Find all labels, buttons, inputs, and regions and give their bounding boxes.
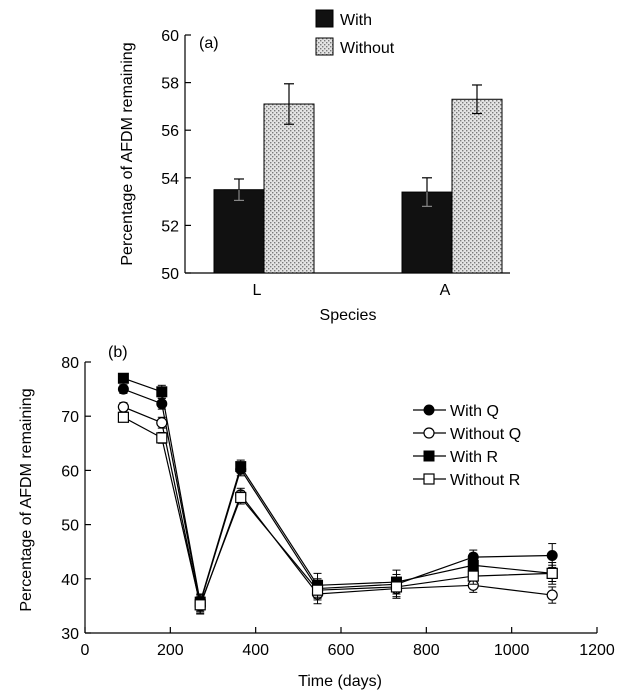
panel-a-legend-swatch <box>315 37 334 56</box>
panel-b-data-point <box>156 432 168 444</box>
panel-b-data-point <box>194 599 206 611</box>
panel-a-y-axis-title: Percentage of AFDM remaining <box>119 42 136 265</box>
panel-b-y-tick-label: 40 <box>61 572 79 589</box>
panel-a-plot: 50 52 54 56 58 60 L A <box>161 28 510 299</box>
panel-b-legend-marker <box>423 404 435 416</box>
panel-b-data-point <box>235 491 247 504</box>
panel-a-y-tick-label: 58 <box>161 76 179 93</box>
panel-b-legend-label: With Q <box>450 403 499 420</box>
panel-a-bar <box>451 98 503 274</box>
panel-b-x-tick-label: 1200 <box>579 642 615 659</box>
panel-b-data-point <box>156 386 168 398</box>
panel-b-legend-marker <box>423 427 435 439</box>
panel-b-data-point <box>117 372 129 384</box>
panel-a-legend-label: With <box>340 12 372 29</box>
panel-a-x-tick-label: A <box>440 282 451 299</box>
panel-b-data-point <box>467 570 479 582</box>
panel-b-data-point <box>117 383 129 395</box>
panel-b-label: (b) <box>108 344 128 361</box>
panel-b-data-point <box>156 398 168 410</box>
panel-a-legend-swatch <box>315 9 334 28</box>
panel-b-data-point <box>311 584 324 596</box>
panel-b-series <box>117 411 558 614</box>
panel-b-x-tick-label: 600 <box>328 642 355 659</box>
panel-b-y-tick-label: 50 <box>61 518 79 535</box>
panel-a-legend-label: Without <box>340 40 395 57</box>
panel-b-y-tick-label: 30 <box>61 626 79 643</box>
panel-a-label: (a) <box>199 35 219 52</box>
panel-b-x-tick-label: 800 <box>413 642 440 659</box>
panel-b-legend-marker <box>423 450 435 462</box>
panel-b-x-tick-label: 200 <box>157 642 184 659</box>
panel-a-legend: With Without <box>315 9 395 57</box>
panel-b-legend: With Q Without Q With R Without R <box>413 403 521 489</box>
panel-b-data-point <box>117 411 130 423</box>
panel-b-y-axis-title: Percentage of AFDM remaining <box>18 388 35 611</box>
panel-a-x-tick-label: L <box>253 282 262 299</box>
panel-a-y-tick-label: 50 <box>161 266 179 283</box>
panel-b-series-line <box>123 377 553 603</box>
panel-b-legend-label: With R <box>450 449 498 466</box>
panel-b-x-axis-title: Time (days) <box>298 673 382 690</box>
panel-a-bar <box>263 103 315 274</box>
panel-b: (b) Percentage of AFDM remaining Time (d… <box>18 344 615 690</box>
panel-b-y-tick-label: 80 <box>61 355 79 372</box>
panel-b-series-line <box>123 388 553 604</box>
panel-b-legend-label: Without Q <box>450 426 521 443</box>
panel-b-data-point <box>546 567 558 579</box>
panel-b-data-point <box>117 401 130 413</box>
panel-b-legend-label: Without R <box>450 472 520 489</box>
panel-b-x-tick-label: 0 <box>81 642 90 659</box>
panel-b-data-point <box>390 581 403 593</box>
panel-b-x-tick-label: 400 <box>242 642 269 659</box>
panel-b-data-point <box>235 461 247 473</box>
panel-b-legend-marker <box>423 473 435 485</box>
panel-a-x-axis-title: Species <box>320 307 377 324</box>
panel-b-x-tick-label: 1000 <box>494 642 530 659</box>
panel-a-y-tick-label: 54 <box>161 171 179 188</box>
panel-a-y-tick-label: 52 <box>161 218 179 235</box>
panel-b-data-point <box>156 417 168 429</box>
panel-b-data-point <box>546 549 558 561</box>
panel-a-bar <box>213 189 265 274</box>
panel-b-y-tick-label: 60 <box>61 463 79 480</box>
panel-a: (a) Percentage of AFDM remaining Species… <box>119 9 510 324</box>
panel-b-y-tick-label: 70 <box>61 409 79 426</box>
panel-b-data-point <box>546 589 558 601</box>
panel-a-y-tick-label: 60 <box>161 28 179 45</box>
panel-b-series-line <box>123 416 553 607</box>
panel-a-y-tick-label: 56 <box>161 123 179 140</box>
